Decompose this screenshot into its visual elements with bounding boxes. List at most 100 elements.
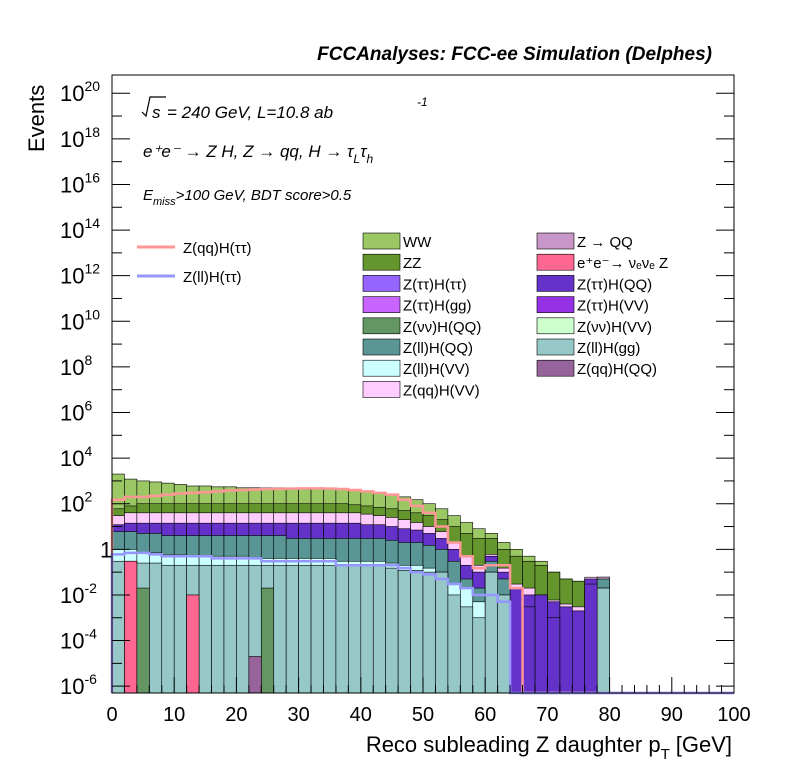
bar-z-ll-h-gg-bin-30	[484, 571, 498, 694]
selection-annotation: Emiss>100 GeV, BDT score>0.5	[143, 187, 352, 208]
process-annotation: e⁺e⁻ → Z H, Z → qq, H → τLτh	[143, 142, 373, 166]
legend-col1-label-z-ll-h-qq: Z(ll)H(QQ)	[403, 340, 473, 357]
svg-text:Emiss>100 GeV, BDT score>0.5: Emiss>100 GeV, BDT score>0.5	[143, 187, 352, 208]
legend-col2-swatch-e-e-z	[536, 253, 575, 271]
y-tick-label-12: 1012	[60, 261, 100, 289]
y-tick-label-4: 104	[60, 443, 92, 471]
bar-z-tt-h-qq-bin-37	[571, 610, 586, 694]
legend-col1-label-zz: ZZ	[403, 255, 421, 272]
x-tick-label-0: 0	[106, 704, 117, 726]
bar-z-ll-h-gg-bin-13	[273, 564, 287, 694]
legend-col2-swatch-z-ll-h-gg	[536, 338, 575, 356]
bar-z-ll-h-gg-bin-19	[348, 564, 362, 694]
y-tick-label-0: 1	[100, 537, 112, 562]
legend: Z(qq)H(ττ) Z(ll)H(ττ) WW ZZ Z(ττ)H(ττ) Z(ττ)H…	[137, 232, 668, 399]
legend-col1-label-ww: WW	[403, 234, 432, 251]
bar-z-tt-h-qq-sparse-5	[522, 606, 536, 694]
svg-text:= 240 GeV, L=10.8 ab: = 240 GeV, L=10.8 ab	[167, 103, 333, 122]
legend-col2-label-e-e-z: e⁺e⁻→ νₑνₑ Z	[577, 255, 668, 272]
legend-col2-label-z-h-qq: Z(ττ)H(QQ)	[577, 276, 652, 293]
bar-z-ll-h-gg-bin-15	[298, 564, 312, 694]
bar-z-ll-h-gg-bin-8	[211, 564, 225, 694]
bar-z-ll-h-gg-bin-9	[223, 564, 237, 694]
legend-col1-swatch-zz	[362, 253, 401, 271]
y-axis-label: Events	[24, 85, 49, 152]
x-tick-label-20: 20	[225, 704, 247, 726]
bar-z-ll-h-gg-bin-16	[310, 564, 324, 694]
bar-z-tt-h-qq-sparse-6	[547, 617, 561, 694]
legend-col2-label-z-qq-h-qq: Z(qq)H(QQ)	[577, 361, 657, 378]
x-tick-label-50: 50	[412, 704, 434, 726]
bar-z-ll-h-gg-bin-0	[111, 560, 125, 694]
bar-z-ll-h-gg-bin-18	[335, 564, 349, 694]
y-tick-label-6: 106	[60, 398, 92, 426]
bar-z-ll-h-gg-bin-20	[360, 564, 374, 694]
svg-text:-1: -1	[417, 95, 428, 109]
y-tick-label-2: 102	[60, 489, 92, 517]
x-tick-label-60: 60	[474, 704, 496, 726]
legend-col1-swatch-ww	[362, 232, 401, 250]
y-tick-label-14: 1014	[60, 215, 100, 243]
legend-col2-label-z-ll-h-gg: Z(ll)H(gg)	[577, 340, 640, 357]
legend-col1-swatch-z-h-gg	[362, 296, 401, 313]
x-tick-label-90: 90	[661, 704, 683, 726]
x-tick-label-30: 30	[287, 704, 309, 726]
bar-z-tt-h-qq-bin-34	[534, 594, 548, 694]
x-tick-label-100: 100	[717, 704, 750, 726]
x-axis-ticks: 0 10 20 30 40 50 60 70 80 90 100	[106, 677, 751, 726]
bar-z-ll-h-gg-bin-10	[236, 564, 250, 694]
legend-col1-swatch-z-ll-h-qq	[362, 338, 401, 356]
bar-z-ll-h-gg-bin-21	[372, 564, 386, 694]
legend-col2-swatch-z-qq	[536, 232, 575, 250]
legend-col1-label-z-h-qq: Z(νν)H(QQ)	[403, 319, 481, 336]
bar-z-tt-h-qq-bin-36	[559, 606, 573, 694]
bar-z-tt-h-qq-bin-32	[509, 587, 523, 694]
svg-text:s: s	[152, 103, 161, 122]
bar-z-ll-h-gg-bin-29	[472, 617, 486, 694]
legend-col1-label-z-h-gg: Z(ττ)H(gg)	[403, 298, 472, 315]
bar-e-e-e-e-z-sparse-0	[124, 560, 138, 694]
y-tick-label--6: 10-6	[60, 671, 97, 699]
y-tick-label-10: 1010	[60, 306, 100, 334]
y-tick-label--4: 10-4	[60, 626, 97, 654]
y-tick-label-20: 1020	[60, 78, 100, 106]
bar-z-h-qq-sparse-2	[136, 587, 150, 694]
bar-z-ll-h-gg-bin-28	[460, 606, 474, 694]
bar-z-ll-h-gg-bin-26	[435, 571, 449, 694]
legend-col1-label-z-h: Z(ττ)H(ττ)	[403, 276, 467, 293]
bar-z-ll-h-gg-bin-22	[385, 567, 399, 694]
x-tick-label-10: 10	[163, 704, 185, 726]
sqrt-s-annotation: s = 240 GeV, L=10.8 ab -1	[141, 95, 428, 122]
bar-z-qq-h-qq-sparse-4	[248, 656, 262, 694]
svg-text:e⁺e⁻ → Z H, Z → qq, H → τLτh: e⁺e⁻ → Z H, Z → qq, H → τLτh	[143, 142, 373, 166]
legend-col2-swatch-z-h-vv	[536, 296, 575, 313]
bar-z-h-qq-sparse-3	[260, 587, 275, 694]
bar-z-ll-h-gg-bin-24	[410, 570, 424, 694]
x-tick-label-80: 80	[598, 704, 620, 726]
bar-z-ll-h-gg-bin-4	[161, 564, 175, 694]
legend-col1-label-z-qq-h-vv: Z(qq)H(VV)	[403, 382, 480, 399]
bar-z-ll-h-gg-bin-7	[198, 564, 212, 694]
bar-z-ll-h-gg-bin-25	[422, 571, 436, 694]
bar-z-ll-h-gg-bin-31	[497, 594, 511, 694]
legend-col1-swatch-z-h	[362, 275, 401, 292]
legend-col2-swatch-z-h-qq	[536, 275, 575, 292]
y-tick-label-8: 108	[60, 352, 92, 380]
bar-z-tt-h-qq-sparse-7	[584, 583, 598, 694]
x-tick-label-70: 70	[536, 704, 558, 726]
legend-label-z-qq-h: Z(qq)H(ττ)	[183, 240, 252, 257]
x-axis-label: Reco subleading Z daughter pT [GeV]	[366, 732, 732, 763]
legend-col2-label-z-qq: Z → QQ	[577, 234, 633, 251]
bar-z-ll-h-gg-bin-5	[173, 564, 187, 694]
legend-col1-swatch-z-h-qq	[362, 317, 401, 335]
legend-col1-label-z-ll-h-vv: Z(ll)H(VV)	[403, 361, 470, 378]
y-axis-ticks: 10-6 10-4 10-21 102 104 106 108 1010 1012 1014 101…	[60, 78, 734, 699]
legend-label-z-ll-h: Z(ll)H(ττ)	[183, 269, 242, 286]
bar-z-ll-h-gg-bin-17	[323, 564, 337, 694]
y-tick-label--2: 10-2	[60, 580, 97, 608]
y-tick-label-16: 1016	[60, 169, 100, 197]
legend-col2-label-z-h-vv: Z(ττ)H(VV)	[577, 298, 649, 315]
bar-z-ll-h-gg-bin-27	[447, 594, 461, 694]
x-tick-label-40: 40	[350, 704, 372, 726]
